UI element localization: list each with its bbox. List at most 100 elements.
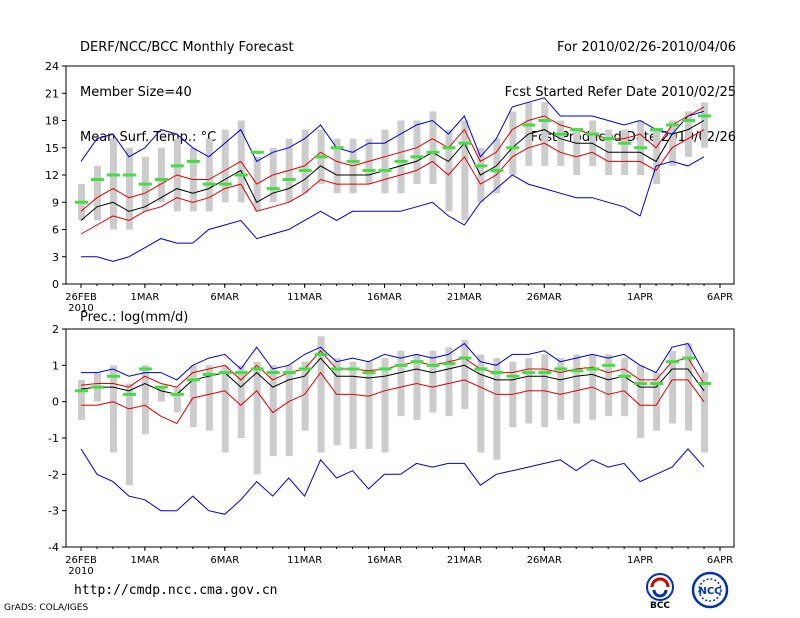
spread-bar — [78, 379, 85, 420]
spread-bar — [477, 354, 485, 453]
x-tick-label: 16MAR — [367, 292, 402, 303]
spread-bar — [125, 147, 133, 230]
spread-bar — [237, 365, 245, 438]
y-tick-label: 15 — [45, 142, 59, 155]
x-tick-label: 11MAR — [287, 555, 322, 566]
forecast-period: For 2010/02/26-2010/04/06 — [557, 40, 736, 55]
y-tick-label: -2 — [48, 468, 59, 481]
spread-bar — [685, 343, 693, 431]
x-tick-label: 1APR — [627, 292, 653, 303]
spread-bar — [701, 372, 709, 453]
y-tick-label: -4 — [48, 541, 59, 554]
spread-bar — [605, 354, 613, 417]
chart-title: DERF/NCC/BCC Monthly Forecast — [80, 40, 294, 55]
bcc-logo-text: BCC — [650, 601, 670, 610]
series-line-min — [81, 156, 705, 262]
x-tick-label: 1MAR — [131, 555, 160, 566]
bcc-logo-icon: BCC — [646, 573, 674, 610]
spread-bar — [573, 129, 581, 175]
spread-bar — [669, 350, 677, 424]
spread-bar — [557, 358, 565, 420]
y-tick-label: 12 — [45, 169, 59, 182]
spread-bar — [109, 365, 117, 453]
spread-bar — [653, 129, 661, 185]
precipitation-label: Prec.: log(mm/d) — [80, 310, 189, 325]
spread-bar — [461, 120, 469, 221]
spread-bar — [445, 347, 453, 417]
series-line-mean — [80, 357, 705, 395]
x-tick-label: 21MAR — [447, 555, 482, 566]
spread-bar — [253, 361, 261, 475]
spread-bar — [397, 350, 405, 417]
spread-bar — [157, 387, 165, 402]
spread-bar — [221, 365, 229, 453]
spread-bar — [157, 147, 165, 203]
spread-bar — [493, 358, 501, 460]
spread-bar — [541, 102, 549, 166]
source-url[interactable]: http://cmdp.ncc.cma.gov.cn — [74, 583, 278, 598]
series-line-mean — [80, 120, 705, 221]
y-tick-label: 3 — [52, 251, 59, 264]
spread-bar — [301, 361, 309, 431]
spread-bar — [701, 102, 709, 148]
spread-bar — [621, 358, 629, 417]
y-tick-label: 9 — [52, 196, 59, 209]
series-line-upper — [80, 106, 705, 212]
x-tick-label: 1MAR — [131, 292, 160, 303]
spread-bar — [509, 111, 517, 175]
y-tick-label: -3 — [48, 505, 59, 518]
spread-bar — [413, 120, 421, 185]
x-tick-label: 21MAR — [447, 292, 482, 303]
spread-bar — [637, 365, 645, 438]
series-line-max — [80, 97, 705, 163]
y-tick-label: 2 — [52, 323, 59, 336]
x-tick-label: 6MAR — [210, 555, 239, 566]
spread-bar — [93, 165, 101, 221]
spread-bar — [685, 111, 693, 157]
spread-bar — [573, 354, 581, 424]
x-tick-label: 6APR — [707, 555, 733, 566]
x-tick-label: 26FEB — [65, 555, 97, 566]
spread-bar — [397, 120, 405, 194]
fcst-started-date: Fcst Started Refer Date 2010/02/25 — [504, 85, 736, 100]
y-tick-label: 1 — [52, 359, 59, 372]
spread-bar — [173, 387, 181, 413]
header-left: DERF/NCC/BCC Monthly Forecast Member Siz… — [80, 10, 294, 160]
series-line-lower — [81, 371, 705, 425]
spread-bar — [333, 358, 341, 446]
spread-bar — [285, 365, 293, 457]
spread-bar — [413, 354, 421, 420]
spread-bar — [205, 365, 213, 431]
spread-bar — [461, 339, 469, 409]
y-tick-label: 0 — [52, 396, 59, 409]
spread-bar — [349, 361, 357, 449]
x-tick-label: 26MAR — [527, 292, 562, 303]
y-tick-label: 24 — [45, 60, 59, 73]
x-tick-label: 6APR — [707, 292, 733, 303]
spread-bar — [381, 129, 389, 194]
series-line-max — [81, 342, 705, 381]
x-tick-label: 26FEB — [65, 292, 97, 303]
y-tick-label: 18 — [45, 115, 59, 128]
x-tick-sublabel: 2010 — [68, 566, 93, 577]
ncc-logo-text: NCC — [698, 586, 721, 597]
series-line-lower — [80, 129, 705, 235]
spread-bar — [669, 120, 677, 166]
y-tick-label: -1 — [48, 432, 59, 445]
series-line-min — [80, 448, 705, 515]
spread-bar — [653, 372, 661, 431]
x-tick-sublabel: 2010 — [68, 303, 93, 314]
spread-bar — [365, 361, 373, 449]
ncc-logo-icon: NCC — [691, 571, 729, 609]
spread-bar — [189, 365, 197, 428]
x-tick-label: 11MAR — [287, 292, 322, 303]
x-tick-label: 26MAR — [527, 555, 562, 566]
y-tick-label: 0 — [52, 278, 59, 291]
spread-bar — [301, 129, 309, 194]
spread-bar — [557, 120, 565, 166]
spread-bar — [333, 138, 341, 194]
spread-bar — [445, 129, 453, 212]
spread-bar — [125, 383, 133, 486]
